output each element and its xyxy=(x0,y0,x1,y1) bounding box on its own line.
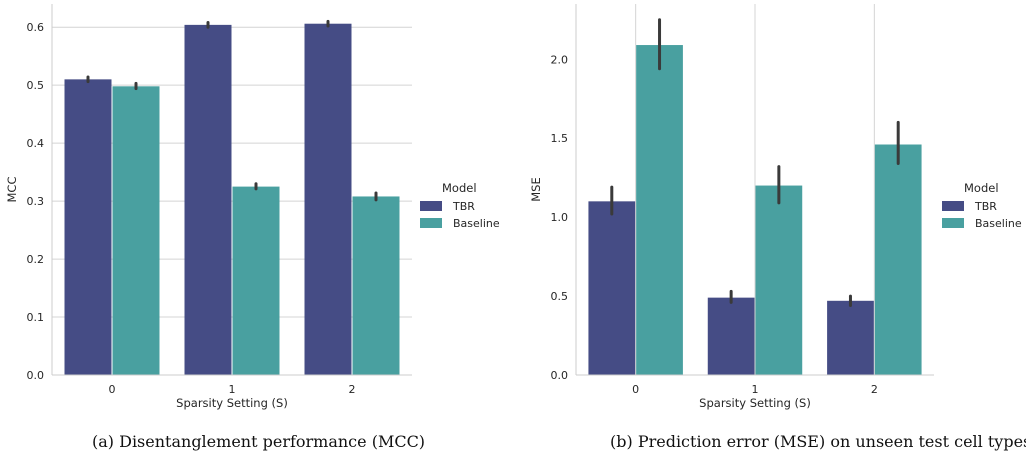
bar-tbr-0 xyxy=(588,201,636,375)
legend-swatch-tbr xyxy=(420,201,442,211)
bar-tbr-1 xyxy=(184,24,232,376)
y-tick-label: 0.1 xyxy=(27,311,45,324)
y-axis-label: MCC xyxy=(5,177,19,203)
y-tick-label: 0.3 xyxy=(27,195,45,208)
x-tick-label: 0 xyxy=(109,383,116,396)
y-tick-label: 0.0 xyxy=(551,369,569,382)
bar-tbr-0 xyxy=(64,79,112,375)
x-axis-label: Sparsity Setting (S) xyxy=(176,396,288,410)
x-tick-label: 1 xyxy=(752,383,759,396)
bar-tbr-2 xyxy=(827,300,874,375)
mcc-chart: 0.0 0.1 0.2 0.3 0.4 0.5 0.6 0 1 2 Sparsity Setting… xyxy=(5,4,500,410)
legend-swatch-tbr xyxy=(942,201,964,211)
caption-b: (b) Prediction error (MSE) on unseen tes… xyxy=(610,432,1026,451)
legend-entry-baseline: Baseline xyxy=(453,217,500,230)
legend-title: Model xyxy=(964,181,999,195)
legend-swatch-baseline xyxy=(420,218,442,228)
bar-baseline-0 xyxy=(636,45,683,375)
y-tick-label: 0.0 xyxy=(27,369,45,382)
x-axis-label: Sparsity Setting (S) xyxy=(699,396,811,410)
y-axis-label: MSE xyxy=(529,177,543,202)
bar-tbr-1 xyxy=(707,297,755,375)
x-tick-label: 2 xyxy=(349,383,356,396)
y-tick-label: 0.4 xyxy=(27,137,45,150)
y-tick-label: 1.0 xyxy=(551,211,569,224)
legend-swatch-baseline xyxy=(942,218,964,228)
mse-chart: 0.0 0.5 1.0 1.5 2.0 0 1 2 Sparsity Setting (S) MS… xyxy=(529,4,1022,410)
bar-tbr-2 xyxy=(304,23,352,375)
y-tick-label: 0.5 xyxy=(27,79,45,92)
y-tick-label: 1.5 xyxy=(551,132,569,145)
legend-entry-tbr: TBR xyxy=(974,200,997,213)
y-tick-label: 0.5 xyxy=(551,290,569,303)
bar-baseline-2 xyxy=(352,196,400,375)
legend-entry-tbr: TBR xyxy=(452,200,475,213)
y-tick-label: 0.2 xyxy=(27,253,45,266)
caption-a: (a) Disentanglement performance (MCC) xyxy=(92,432,426,451)
legend-entry-baseline: Baseline xyxy=(975,217,1022,230)
bar-baseline-0 xyxy=(112,86,160,376)
bar-baseline-1 xyxy=(755,185,803,375)
x-tick-label: 2 xyxy=(871,383,878,396)
bar-baseline-2 xyxy=(874,144,922,375)
legend-title: Model xyxy=(442,181,477,195)
x-tick-label: 1 xyxy=(229,383,236,396)
bar-baseline-1 xyxy=(232,186,280,375)
y-tick-label: 2.0 xyxy=(551,53,569,66)
x-tick-label: 0 xyxy=(632,383,639,396)
y-tick-label: 0.6 xyxy=(27,21,45,34)
